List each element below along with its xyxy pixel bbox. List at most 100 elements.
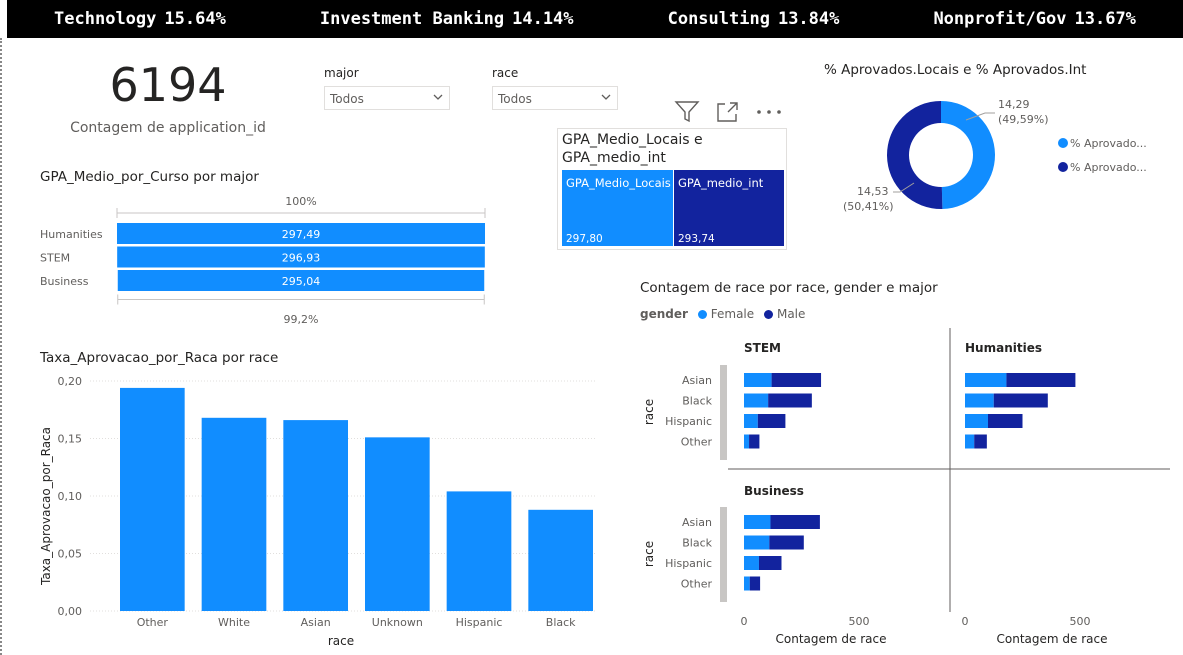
focus-mode-icon[interactable] bbox=[716, 101, 740, 123]
x-tick-label: Unknown bbox=[372, 616, 423, 629]
column-bar[interactable] bbox=[528, 509, 593, 611]
x-tick-label: 0 bbox=[962, 615, 969, 628]
gender-legend: gender Female Male bbox=[640, 307, 805, 321]
treemap-tile-label: GPA_Medio_Locais bbox=[566, 176, 671, 190]
legend-dot bbox=[697, 310, 707, 319]
bar-male[interactable] bbox=[757, 414, 786, 428]
more-options-icon[interactable] bbox=[756, 108, 782, 116]
chevron-down-icon bbox=[433, 94, 443, 100]
slicer-title: race bbox=[492, 66, 519, 80]
scrollbar[interactable] bbox=[720, 365, 727, 460]
donut-title: % Aprovados.Locais e % Aprovados.Int bbox=[824, 62, 1087, 78]
race-slicer: race Todos bbox=[492, 66, 618, 110]
slicer-value: Todos bbox=[330, 92, 364, 106]
x-tick-label: Other bbox=[137, 616, 169, 629]
filter-icon[interactable] bbox=[674, 100, 700, 124]
bar-female[interactable] bbox=[744, 393, 769, 408]
page-border bbox=[0, 38, 3, 655]
bar-female[interactable] bbox=[744, 556, 759, 570]
ticker-item: Investment Banking 14.14% bbox=[319, 9, 574, 29]
scrollbar[interactable] bbox=[720, 507, 727, 602]
legend-dot bbox=[1058, 162, 1068, 172]
y-tick-label: 0,15 bbox=[58, 433, 83, 446]
slicer-value: Todos bbox=[498, 92, 532, 106]
legend-item-female[interactable]: Female bbox=[697, 307, 754, 321]
funnel-category-label: STEM bbox=[40, 252, 70, 265]
ticker-item: Consulting 13.84% bbox=[667, 9, 840, 29]
column-bar[interactable] bbox=[201, 417, 267, 611]
y-category-label: Other bbox=[681, 578, 713, 591]
ticker-item: Nonprofit/Gov 13.67% bbox=[933, 9, 1136, 29]
bar-female[interactable] bbox=[744, 576, 750, 591]
donut-pct-label: (50,41%) bbox=[843, 200, 894, 213]
treemap-tile-locais[interactable] bbox=[562, 170, 673, 246]
bar-male[interactable] bbox=[771, 373, 822, 387]
bar-female[interactable] bbox=[965, 414, 988, 428]
bar-male[interactable] bbox=[993, 393, 1048, 408]
treemap-value-label: 297,80 bbox=[566, 233, 603, 245]
major-dropdown[interactable]: Todos bbox=[324, 86, 450, 110]
y-category-label: Other bbox=[681, 436, 713, 449]
bar-female[interactable] bbox=[744, 515, 771, 529]
bar-male[interactable] bbox=[758, 556, 782, 570]
column-bar[interactable] bbox=[365, 437, 430, 611]
x-tick-label: 0 bbox=[741, 615, 748, 628]
treemap-svg: GPA_Medio_Locais GPA_medio_int 297,80 29… bbox=[562, 170, 784, 246]
y-category-label: Hispanic bbox=[665, 415, 712, 428]
bar-female[interactable] bbox=[965, 373, 1007, 387]
y-axis-title: race bbox=[642, 399, 656, 425]
treemap-title: GPA_Medio_Locais e GPA_medio_int bbox=[562, 132, 703, 166]
y-axis-title: Taxa_Aprovacao_por_Raca bbox=[39, 427, 53, 586]
donut-leader-line bbox=[893, 182, 915, 193]
donut-slice[interactable] bbox=[887, 101, 943, 209]
bar-male[interactable] bbox=[749, 434, 760, 449]
bar-male[interactable] bbox=[974, 434, 987, 449]
column-bar[interactable] bbox=[283, 420, 348, 611]
small-multiples-chart: race race Contagem de race Contagem de r… bbox=[642, 328, 1170, 646]
treemap-tile-label: GPA_medio_int bbox=[678, 176, 764, 190]
bar-female[interactable] bbox=[744, 373, 772, 387]
donut-slice[interactable] bbox=[941, 101, 996, 209]
x-tick-label: 500 bbox=[849, 615, 870, 628]
column-bar[interactable] bbox=[120, 387, 185, 611]
bar-male[interactable] bbox=[1006, 373, 1076, 387]
bar-female[interactable] bbox=[744, 414, 758, 428]
major-slicer: major Todos bbox=[324, 66, 450, 110]
legend-dot bbox=[1058, 138, 1068, 148]
legend-label[interactable]: % Aprovado... bbox=[1070, 161, 1147, 174]
funnel-bar[interactable] bbox=[117, 223, 485, 244]
bar-male[interactable] bbox=[749, 576, 761, 591]
y-tick-label: 0,20 bbox=[58, 375, 83, 388]
treemap-visual: GPA_Medio_Locais e GPA_medio_int GPA_Med… bbox=[557, 128, 787, 250]
funnel-top-label: 100% bbox=[285, 195, 316, 208]
funnel-title: GPA_Medio_por_Curso por major bbox=[40, 169, 259, 185]
bar-male[interactable] bbox=[770, 515, 820, 529]
legend-label: Male bbox=[776, 307, 806, 321]
bar-male[interactable] bbox=[988, 414, 1023, 428]
funnel-bar[interactable] bbox=[117, 246, 485, 268]
slicer-title: major bbox=[324, 66, 359, 80]
funnel-value-label: 296,93 bbox=[282, 252, 321, 265]
bar-female[interactable] bbox=[965, 393, 994, 408]
race-dropdown[interactable]: Todos bbox=[492, 86, 618, 110]
small-multiples-title: Contagem de race por race, gender e majo… bbox=[640, 280, 938, 296]
y-tick-label: 0,10 bbox=[58, 490, 83, 503]
x-axis-title: race bbox=[328, 634, 354, 648]
kpi-label: Contagem de application_id bbox=[70, 120, 266, 136]
funnel-bar[interactable] bbox=[117, 270, 485, 291]
bar-male[interactable] bbox=[769, 535, 804, 550]
legend-label[interactable]: % Aprovado... bbox=[1070, 137, 1147, 150]
panel-title: Humanities bbox=[965, 341, 1042, 355]
legend-title: gender bbox=[640, 307, 688, 321]
bar-female[interactable] bbox=[744, 535, 770, 550]
chevron-down-icon bbox=[601, 94, 611, 100]
treemap-tile-int[interactable] bbox=[674, 170, 784, 246]
funnel-category-label: Business bbox=[40, 275, 89, 288]
bar-female[interactable] bbox=[965, 434, 975, 449]
y-category-label: Asian bbox=[682, 516, 712, 529]
legend-dot bbox=[763, 310, 773, 319]
column-bar[interactable] bbox=[446, 491, 512, 611]
bar-female[interactable] bbox=[744, 434, 750, 449]
legend-item-male[interactable]: Male bbox=[763, 307, 806, 321]
bar-male[interactable] bbox=[768, 393, 812, 408]
